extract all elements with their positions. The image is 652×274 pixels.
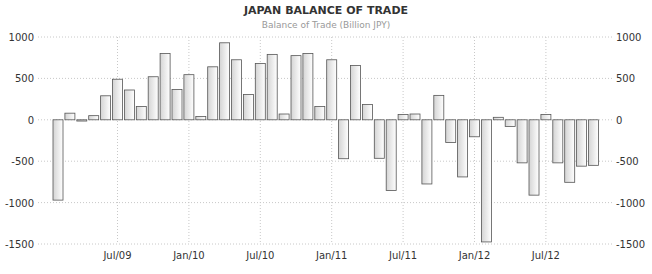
bar	[172, 90, 182, 120]
bar	[303, 54, 313, 120]
bar	[89, 116, 99, 120]
bars	[53, 43, 599, 242]
bar	[339, 120, 349, 159]
y-grid-line	[38, 78, 612, 79]
x-tick-label: Jul/10	[245, 250, 274, 261]
bar	[351, 66, 361, 120]
x-tick-label: Jan/11	[315, 250, 348, 261]
x-tick-label: Jul/09	[102, 250, 131, 261]
bar	[243, 95, 253, 120]
y-tick-label: -500	[11, 156, 34, 167]
bar	[446, 120, 456, 143]
bar	[517, 120, 527, 163]
grid	[38, 37, 612, 244]
bar	[184, 75, 194, 120]
bar	[315, 107, 325, 120]
bar	[196, 116, 206, 119]
y-tick-label: -1000	[5, 198, 34, 209]
bar	[160, 54, 170, 120]
bar	[136, 107, 146, 120]
bar	[267, 54, 277, 119]
x-tick-label: Jul/11	[388, 250, 417, 261]
y-grid-line	[38, 202, 612, 203]
x-grid-line	[403, 37, 404, 244]
bar	[386, 120, 396, 191]
y2-tick-label: 500	[616, 73, 635, 84]
y2-tick-label: -1000	[616, 198, 645, 209]
x-grid-line	[545, 37, 546, 244]
x-tick-label: Jan/12	[458, 250, 491, 261]
bar	[541, 114, 551, 119]
bar	[470, 120, 480, 137]
bar	[255, 63, 265, 119]
x-tick-label: Jul/12	[531, 250, 560, 261]
x-grid-line	[117, 37, 118, 244]
title: JAPAN BALANCE OF TRADE	[243, 4, 408, 17]
bar	[398, 114, 408, 119]
bar	[148, 77, 158, 120]
y2-tick-label: 1000	[616, 32, 641, 43]
bar	[589, 120, 599, 166]
y-tick-label: 500	[15, 73, 34, 84]
bar	[327, 60, 337, 120]
bar	[101, 96, 111, 120]
y-tick-label: 0	[28, 115, 34, 126]
bar	[565, 120, 575, 183]
y-tick-label: -1500	[5, 239, 34, 250]
bar	[279, 114, 289, 120]
bar	[232, 60, 242, 120]
chart-svg: JAPAN BALANCE OF TRADE Balance of Trade (…	[0, 0, 652, 274]
bar	[113, 79, 123, 120]
bar	[505, 120, 515, 127]
bar	[422, 120, 432, 184]
bar	[65, 113, 75, 120]
bar	[553, 120, 563, 163]
y-tick-label: 1000	[9, 32, 34, 43]
y2-tick-label: 0	[616, 115, 622, 126]
bar	[53, 120, 63, 200]
bar	[410, 114, 420, 120]
y-grid-line	[38, 37, 612, 38]
x-grid-line	[188, 37, 189, 244]
bar	[220, 43, 230, 120]
bar	[458, 120, 468, 177]
bar	[577, 120, 587, 166]
y-grid-line	[38, 244, 612, 245]
x-grid-line	[474, 37, 475, 244]
x-tick-label: Jan/10	[172, 250, 205, 261]
bar	[77, 120, 87, 121]
bar	[291, 56, 301, 120]
subtitle: Balance of Trade (Billion JPY)	[262, 20, 390, 30]
bar	[434, 95, 444, 119]
bar	[124, 90, 134, 120]
bar	[481, 120, 491, 242]
bar	[374, 120, 384, 159]
y2-tick-label: -500	[616, 156, 639, 167]
bar	[208, 67, 218, 120]
chart-container: JAPAN BALANCE OF TRADE Balance of Trade (…	[0, 0, 652, 274]
bar	[493, 117, 503, 119]
y2-tick-label: -1500	[616, 239, 645, 250]
bar	[362, 104, 372, 119]
bar	[529, 120, 539, 195]
